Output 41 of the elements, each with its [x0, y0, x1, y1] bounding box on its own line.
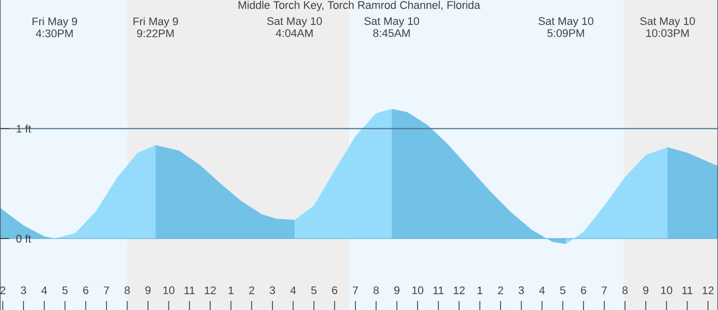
- x-tick-label: 4: [539, 286, 545, 294]
- x-tick-label: 6: [83, 286, 88, 294]
- annotation: Sat May 10 4:04AM: [267, 17, 322, 37]
- chart-title: Middle Torch Key, Torch Ramrod Channel, Florida: [238, 0, 480, 12]
- x-tick-label: 6: [581, 286, 586, 294]
- x-tick-label: 3: [270, 286, 275, 294]
- x-tick-label: 9: [145, 286, 150, 294]
- x-tick-label: 1: [228, 286, 234, 294]
- x-tick-label: 7: [352, 286, 358, 294]
- x-tick-label: 8: [374, 286, 379, 294]
- annotation: Sat May 10 8:45AM: [364, 17, 420, 37]
- x-tick-label: 6: [332, 286, 338, 294]
- x-tick-label: 2: [249, 286, 254, 294]
- annotation: Sat May 10 10:03PM: [640, 17, 695, 37]
- x-tick-label: 10: [661, 286, 672, 294]
- x-tick-label: 12: [454, 286, 465, 294]
- x-tick-label: 7: [602, 286, 607, 294]
- x-tick-label: 9: [643, 286, 648, 294]
- x-tick-label: 12: [204, 286, 216, 294]
- x-tick-label: 4: [290, 286, 296, 294]
- annotation: Fri May 9 4:30PM: [32, 17, 78, 38]
- x-tick-label: 3: [518, 286, 524, 294]
- x-tick-label: 5: [311, 286, 316, 294]
- x-tick-label: 4: [41, 286, 47, 294]
- x-tick-label: 3: [20, 286, 26, 294]
- x-tick-label: 2: [498, 286, 504, 294]
- x-tick-label: 9: [394, 286, 400, 294]
- x-tick-label: 11: [184, 286, 195, 294]
- annotation: Sat May 10 5:09PM: [538, 17, 594, 37]
- x-tick-label: 10: [163, 286, 174, 294]
- x-tick-label: 12: [702, 286, 714, 294]
- x-tick-label: 5: [62, 286, 68, 294]
- annotation: Fri May 9 9:22PM: [134, 17, 178, 38]
- x-tick-label: 8: [124, 286, 130, 294]
- x-tick-label: 5: [560, 286, 566, 294]
- x-tick-label: 10: [412, 286, 424, 294]
- x-tick-label: 11: [433, 286, 444, 294]
- x-tick-label: 7: [104, 286, 109, 294]
- x-tick-label: 8: [622, 286, 628, 294]
- x-tick-label: 11: [682, 286, 692, 294]
- x-tick-label: 1: [478, 286, 482, 294]
